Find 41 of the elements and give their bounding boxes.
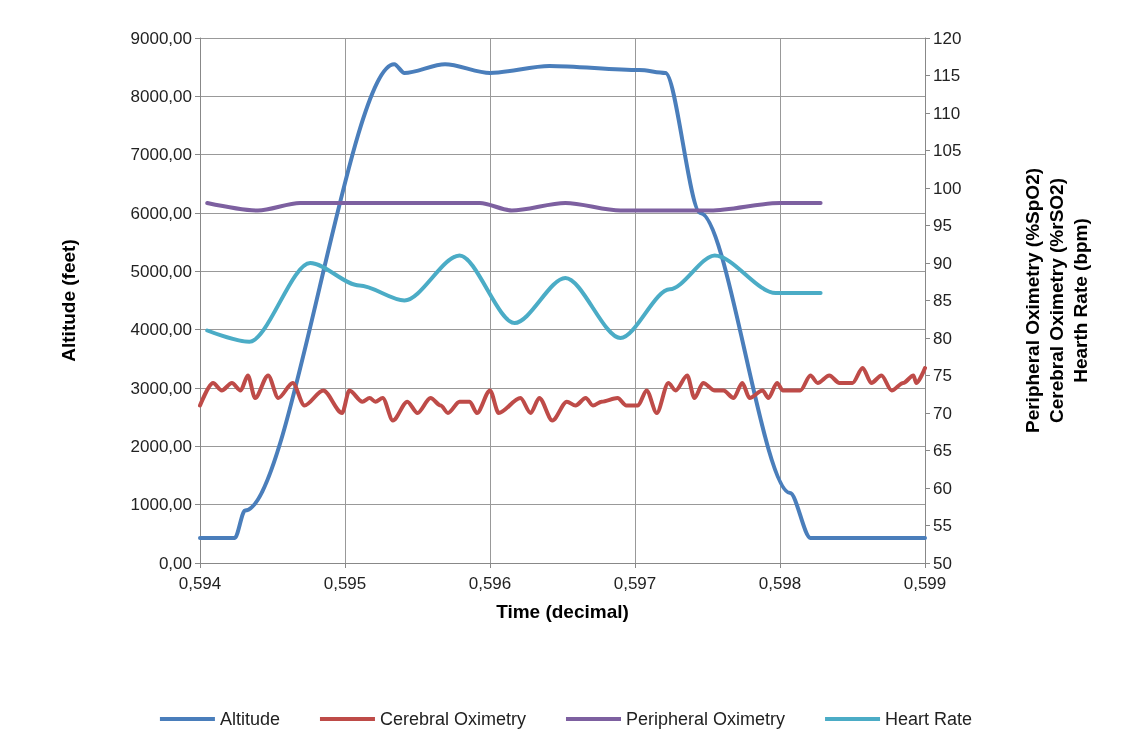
y2-tick-label: 105 [933, 141, 962, 160]
y-tick-label: 1000,00 [130, 495, 192, 515]
y-tick-label: 2000,00 [130, 436, 192, 456]
legend-label: Peripheral Oximetry [625, 709, 786, 729]
y2-tick-label: 80 [933, 328, 952, 348]
y2-tick-label: 120 [933, 28, 962, 48]
legend-label: Heart Rate [885, 709, 973, 729]
y-tick-label: 8000,00 [130, 86, 192, 106]
line-series [198, 366, 927, 423]
y2-tick-label: 60 [933, 478, 952, 498]
y2-tick-label: 75 [933, 366, 952, 385]
y-tick-label: 7000,00 [130, 145, 192, 165]
y2-tick-label: 65 [933, 441, 952, 460]
y-tick-label: 9000,00 [130, 28, 192, 48]
y-tick-label: 4000,00 [130, 320, 192, 340]
line-series [205, 253, 823, 344]
y-tick-label: 6000,00 [130, 203, 192, 223]
y2-tick-label: 70 [933, 403, 952, 423]
y2-axis-title: Peripheral Oximetry (%SpO2) Cerebral Oximetry (%rSO2) Hearth Rate (bpm) [1021, 167, 1091, 434]
y2-tick-label: 85 [933, 291, 952, 310]
line-series [198, 62, 927, 540]
y-tick-label: 5000,00 [130, 261, 192, 281]
y2-tick-label: 115 [933, 66, 961, 85]
x-tick-label: 0,596 [468, 574, 512, 593]
y2-tick-label: 55 [933, 516, 952, 535]
x-tick-label: 0,597 [613, 574, 657, 593]
x-axis-title: Time (decimal) [496, 600, 629, 622]
y-tick-label: 3000,00 [130, 378, 192, 398]
legend-label: Altitude [219, 709, 280, 729]
y-axis-title: Altitude (feet) [57, 239, 79, 362]
y2-tick-label: 100 [933, 178, 962, 198]
y-tick-label: 0,00 [158, 553, 192, 573]
y2-tick-label: 90 [933, 253, 952, 273]
x-tick-label: 0,598 [758, 574, 802, 593]
x-tick-label: 0,599 [903, 574, 947, 593]
y2-tick-label: 50 [933, 553, 952, 573]
y2-tick-label: 110 [933, 103, 961, 123]
y2-tick-label: 95 [933, 216, 952, 235]
x-tick-label: 0,594 [178, 574, 222, 593]
legend-label: Cerebral Oximetry [379, 709, 526, 729]
x-tick-label: 0,595 [323, 574, 367, 593]
